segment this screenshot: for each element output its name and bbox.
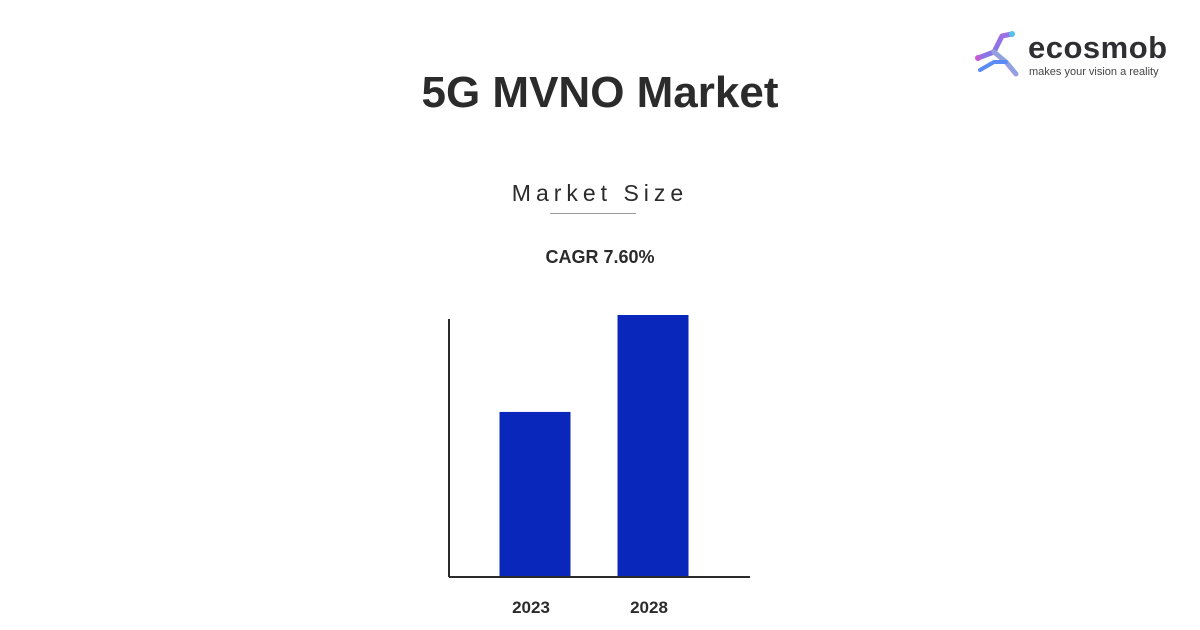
bar-2028 bbox=[617, 315, 689, 577]
brand-name: ecosmob bbox=[1028, 30, 1168, 65]
bars-group bbox=[499, 315, 689, 577]
brand-tagline: makes your vision a reality bbox=[1029, 66, 1159, 78]
ecosmob-logo-icon bbox=[975, 31, 1019, 77]
page-title: 5G MVNO Market bbox=[421, 68, 779, 117]
section-divider bbox=[550, 213, 636, 214]
section-label: Market Size bbox=[511, 180, 689, 206]
x-tick-label-2028: 2028 bbox=[630, 598, 668, 617]
brand-logo: ecosmob makes your vision a reality bbox=[972, 28, 1182, 84]
x-tick-labels: 2023 2028 bbox=[512, 598, 668, 617]
x-tick-label-2023: 2023 bbox=[512, 598, 550, 617]
bar-2023 bbox=[499, 411, 571, 577]
cagr-label: CAGR 7.60% bbox=[545, 247, 655, 267]
